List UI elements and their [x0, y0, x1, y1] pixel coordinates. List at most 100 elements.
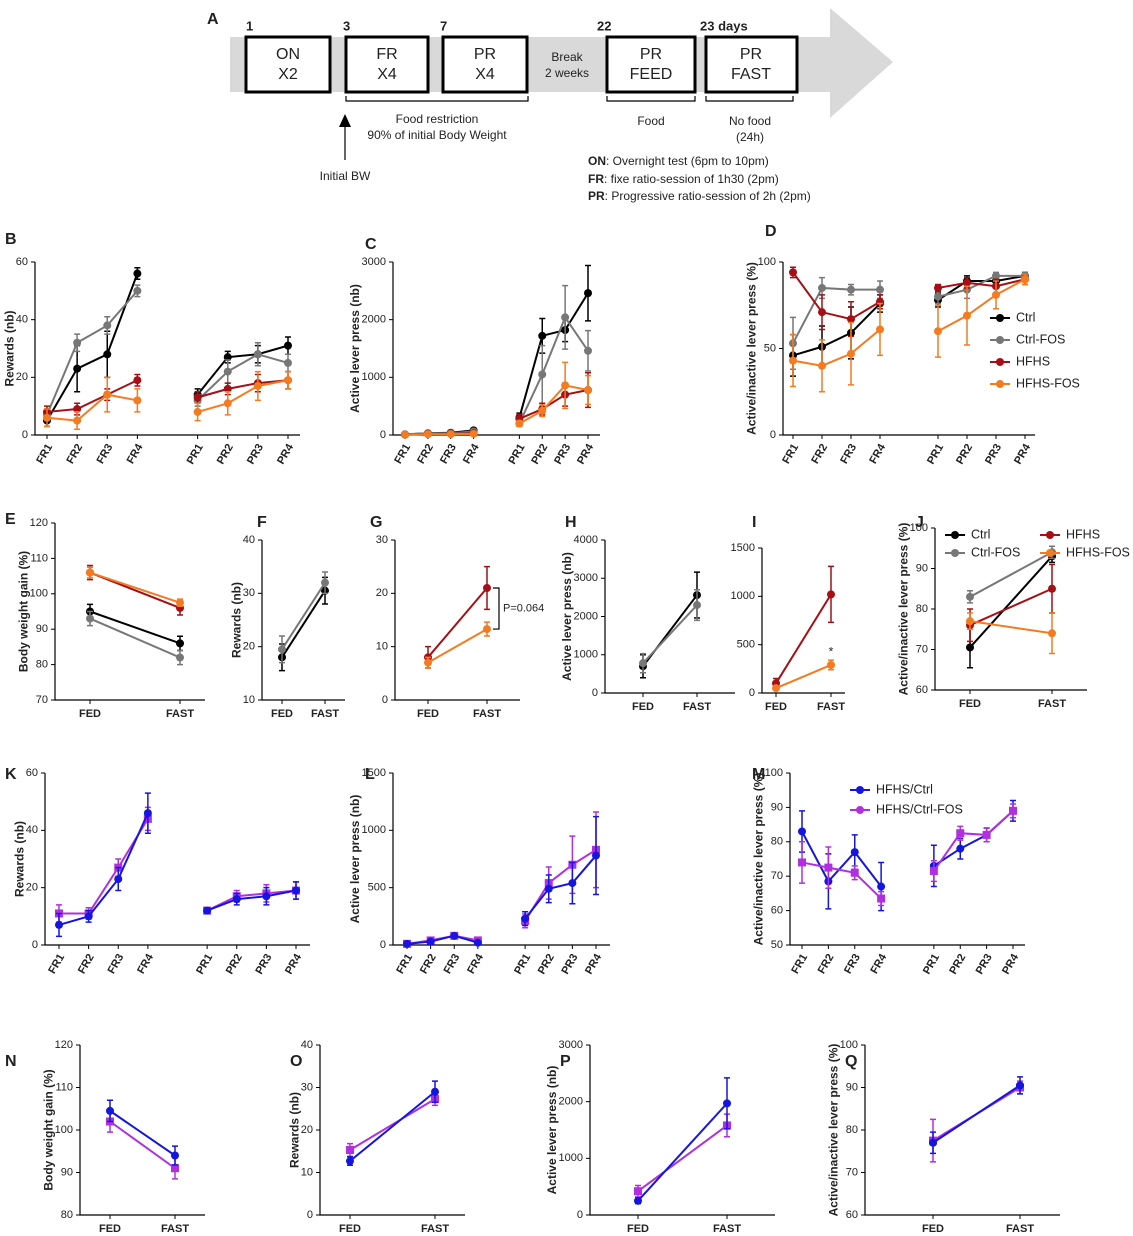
- point: [634, 1196, 642, 1205]
- y-tick-label: 10: [243, 694, 255, 706]
- x-tick-label: FR2: [816, 952, 837, 976]
- y-tick-label: 1500: [362, 767, 386, 779]
- point: [223, 384, 232, 393]
- y-tick-label: 1000: [559, 1152, 583, 1164]
- y-tick-label: 20: [26, 882, 38, 894]
- point: [284, 376, 292, 385]
- point: [876, 325, 884, 334]
- x-tick-label: PR3: [559, 952, 580, 977]
- axes: [319, 1045, 465, 1216]
- y-tick-label: 3000: [362, 256, 386, 268]
- legend-marker: [996, 336, 1004, 344]
- legend-label: Ctrl: [1016, 310, 1035, 324]
- chart: B 0 20 40 60 Rewards (nb) FR1 FR2 FR3 FR4 PR1 PR2 PR…: [3, 231, 300, 466]
- point: [963, 278, 971, 287]
- y-tick-label: 40: [243, 534, 255, 546]
- y-tick-label: 120: [55, 1039, 73, 1051]
- x-tick-label: PR3: [983, 442, 1004, 467]
- point: [403, 939, 411, 948]
- point: [521, 914, 530, 923]
- point: [538, 406, 547, 415]
- step-box: [344, 35, 430, 94]
- x-tick-label: FR1: [46, 952, 67, 976]
- day: 23 days: [700, 18, 748, 33]
- series-line: [801, 810, 1014, 900]
- axes: [54, 523, 205, 701]
- x-tick-label: FR4: [125, 441, 146, 466]
- x-tick-label: PR1: [506, 442, 527, 467]
- point: [284, 358, 292, 367]
- point: [634, 1187, 642, 1196]
- x-tick-label: FR4: [867, 441, 888, 466]
- break-text: 2 weeks: [545, 66, 589, 80]
- point: [253, 381, 262, 390]
- x-tick-label: FAST: [683, 701, 711, 713]
- step-text: PR: [740, 46, 762, 63]
- point: [568, 879, 577, 888]
- point: [114, 875, 123, 884]
- point: [469, 429, 478, 438]
- series-line: [637, 1124, 728, 1193]
- series-line: [281, 590, 326, 658]
- x-tick-label: PR4: [575, 441, 597, 466]
- axes: [44, 773, 310, 946]
- point: [232, 895, 241, 904]
- step-text: PR: [640, 46, 662, 63]
- series-line: [46, 290, 289, 416]
- legend-label: Ctrl-FOS: [1016, 332, 1065, 346]
- point: [966, 592, 974, 601]
- legend-marker: [951, 531, 959, 539]
- point: [584, 289, 592, 298]
- point: [176, 598, 184, 607]
- series-line: [775, 593, 832, 684]
- point: [223, 399, 232, 408]
- series-line: [109, 1120, 176, 1170]
- x-tick-label: FR4: [868, 951, 889, 976]
- x-tick-label: PR2: [215, 442, 236, 467]
- point: [538, 331, 547, 340]
- step-box: [704, 35, 799, 94]
- y-tick-label: 60: [16, 256, 28, 268]
- y-axis-label: Active/inactive lever press (%): [826, 1044, 840, 1217]
- x-tick-label: FR2: [415, 442, 436, 466]
- key-line: FR: fixe ratio-session of 1h30 (2pm): [588, 172, 779, 186]
- legend-label: HFHS: [1016, 354, 1050, 368]
- y-tick-label: 0: [22, 429, 28, 441]
- point: [171, 1151, 179, 1160]
- panel-label: F: [257, 514, 267, 531]
- point: [982, 830, 991, 839]
- axes: [589, 1045, 775, 1216]
- x-tick-label: PR3: [974, 952, 995, 977]
- point: [133, 396, 142, 405]
- point: [561, 381, 570, 390]
- y-tick-label: 10: [376, 641, 388, 653]
- point: [253, 350, 262, 359]
- point: [176, 639, 184, 648]
- x-tick-label: FR3: [838, 442, 859, 466]
- x-tick-label: PR3: [253, 952, 274, 977]
- day: 3: [343, 18, 350, 33]
- axes: [864, 1045, 1060, 1216]
- y-tick-label: 90: [36, 623, 48, 635]
- point: [818, 283, 826, 292]
- point: [346, 1145, 354, 1154]
- x-tick-label: PR2: [947, 952, 968, 977]
- axes: [261, 540, 345, 701]
- y-tick-label: 3000: [559, 1039, 583, 1051]
- y-tick-label: 0: [382, 694, 388, 706]
- y-tick-label: 30: [301, 1081, 313, 1093]
- bracket-text: (24h): [736, 130, 764, 144]
- x-tick-label: PR2: [954, 442, 975, 467]
- y-tick-label: 120: [30, 517, 48, 529]
- series-line: [349, 1098, 436, 1151]
- point: [538, 370, 547, 379]
- legend-marker: [1046, 549, 1054, 557]
- panel-label: I: [752, 514, 756, 531]
- y-tick-label: 30: [243, 587, 255, 599]
- y-tick-label: 20: [16, 371, 28, 383]
- x-tick-label: FED: [79, 708, 101, 720]
- point: [43, 413, 51, 422]
